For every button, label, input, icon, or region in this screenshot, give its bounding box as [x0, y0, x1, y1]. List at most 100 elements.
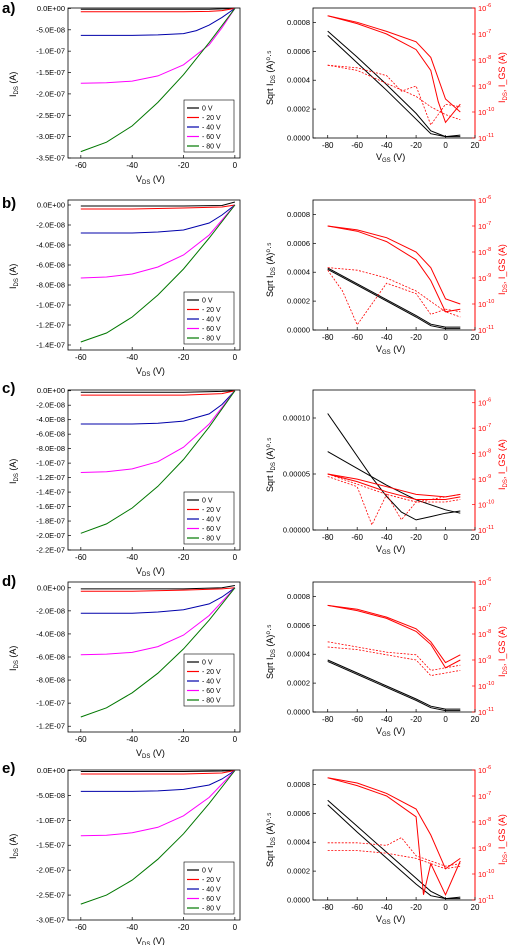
legend-entry: - 80 V	[202, 906, 221, 913]
y2-tick-label: 10-10	[478, 299, 494, 309]
legend-box	[183, 491, 235, 545]
x-tick-label: -40	[381, 333, 393, 342]
series-sqrt-rev	[327, 451, 461, 514]
y-tick-label: 0.0002	[287, 105, 310, 114]
x-axis-label: VDS (V)	[136, 748, 165, 760]
y-tick-label: -3.0E-07	[36, 132, 65, 141]
series-igs-rev	[327, 64, 461, 121]
y-tick-label: -6.0E-08	[36, 653, 65, 662]
y2-tick-label: 10-9	[478, 843, 491, 853]
y2-tick-label: 10-8	[478, 817, 491, 827]
series-ids-rev	[327, 225, 461, 305]
y-tick-label: 0.00005	[283, 470, 310, 479]
series-sqrt-rev	[327, 660, 461, 712]
y-axis-label: Sqrt IDS (A)⁰·⁵	[265, 50, 277, 105]
series-igs-rev	[327, 473, 461, 503]
y2-tick-label: 10-7	[478, 221, 491, 231]
y2-tick-label: 10-11	[478, 133, 494, 143]
x-tick-label: 0	[443, 333, 448, 342]
y2-tick-label: 10-9	[478, 273, 491, 283]
series-sqrt-fwd	[327, 659, 461, 710]
y2-axis-label: IDS, I_GS (A)	[497, 52, 509, 103]
x-tick-label: 20	[471, 533, 480, 542]
output-chart-d: 0.0E+00 -2.0E-08 -4.0E-08 -6.0E-08 -8.0E-08 -…	[8, 581, 241, 760]
x-axis-label: VGS (V)	[376, 152, 405, 164]
legend-entry: 0 V	[202, 298, 213, 305]
legend-entry: 0 V	[202, 106, 213, 113]
y-tick-label: -1.2E-07	[36, 321, 65, 330]
y-tick-label: -2.0E-07	[36, 89, 65, 98]
x-tick-label: -40	[126, 161, 138, 170]
y2-tick-label: 10-11	[478, 525, 494, 535]
y2-tick-label: 10-9	[478, 81, 491, 91]
legend-entry: - 80 V	[202, 536, 221, 543]
y-tick-label: -2.2E-07	[36, 546, 65, 555]
x-tick-label: -40	[381, 715, 393, 724]
y-tick-label: -8.0E-08	[36, 281, 65, 290]
series-line	[80, 390, 235, 393]
x-tick-label: -40	[126, 553, 138, 562]
y-tick-label: 0.00000	[283, 526, 310, 535]
series-sqrt-rev	[327, 35, 461, 138]
series-line	[80, 7, 235, 10]
series-line	[80, 587, 236, 718]
output-chart-c: 0.0E+00 -2.0E-08 -4.0E-08 -6.0E-08 -8.0E-08 -…	[8, 386, 241, 578]
legend-entry: - 40 V	[202, 125, 221, 132]
y2-tick-label: 10-7	[478, 791, 491, 801]
series-line	[80, 770, 236, 792]
y2-tick-label: 10-8	[478, 247, 491, 257]
x-tick-label: -40	[126, 735, 138, 744]
y-tick-label: 0.0E+00	[37, 583, 65, 592]
legend-entry: - 60 V	[202, 896, 221, 903]
legend-entry: - 40 V	[202, 679, 221, 686]
series-igs-fwd	[327, 269, 461, 326]
series-line	[80, 585, 235, 590]
series-line	[80, 390, 236, 425]
panel-label-a: a)	[2, 0, 16, 17]
x-tick-label: 0	[443, 533, 448, 542]
x-tick-label: 0	[233, 735, 238, 744]
series-sqrt-fwd	[327, 413, 461, 521]
y2-axis-label: IDS, I_GS (A)	[497, 439, 509, 490]
x-tick-label: -60	[75, 735, 87, 744]
y-tick-label: -1.0E-07	[36, 301, 65, 310]
y-tick-label: 0.0006	[287, 47, 310, 56]
y2-tick-label: 10-11	[478, 707, 494, 717]
x-tick-label: -80	[322, 533, 334, 542]
y2-tick-label: 10-9	[478, 655, 491, 665]
series-ids-rev	[327, 473, 461, 500]
series-line	[80, 204, 236, 343]
y-axis-label: Sqrt IDS (A)⁰·⁵	[265, 437, 277, 492]
series-line	[80, 770, 235, 772]
series-igs-rev	[327, 267, 461, 318]
y-tick-label: -1.6E-07	[36, 502, 65, 511]
y-tick-label: 0.0008	[287, 210, 310, 219]
y-tick-label: -2.0E-08	[36, 221, 65, 230]
y-tick-label: -5.0E-08	[36, 791, 65, 800]
x-tick-label: -60	[351, 333, 363, 342]
series-igs-fwd	[327, 837, 461, 867]
transfer-chart-c: 0.00000 0.00005 0.00010 10-11 10-10 10-9 10-8 1…	[265, 389, 509, 556]
x-axis-label: VGS (V)	[376, 726, 405, 738]
panel-label-d: d)	[2, 573, 17, 590]
legend-entry: - 20 V	[202, 507, 221, 514]
y-tick-label: 0.0004	[287, 838, 310, 847]
x-tick-label: -20	[178, 735, 190, 744]
y2-tick-label: 10-6	[478, 398, 491, 408]
y2-tick-label: 10-7	[478, 423, 491, 433]
transfer-chart-d: 0.0000 0.0002 0.0004 0.0006 0.0008 10-11 10-10…	[265, 577, 509, 738]
series-igs-fwd	[327, 641, 461, 671]
panel-label-b: b)	[2, 195, 17, 212]
legend-entry: - 60 V	[202, 526, 221, 533]
x-tick-label: -60	[351, 141, 363, 150]
y2-tick-label: 10-10	[478, 681, 494, 691]
transfer-chart-b: 0.0000 0.0002 0.0004 0.0006 0.0008 10-11 10-10…	[265, 195, 509, 356]
y-tick-label: 0.0008	[287, 780, 310, 789]
x-tick-label: -20	[178, 553, 190, 562]
output-chart-a: 0.0E+00 -5.0E-08 -1.0E-07 -1.5E-07 -2.0E-07 -…	[8, 4, 241, 186]
series-ids-fwd	[327, 777, 461, 897]
y-tick-label: -1.0E-07	[36, 816, 65, 825]
y-tick-label: -1.8E-07	[36, 517, 65, 526]
y2-tick-label: 10-10	[478, 869, 494, 879]
legend-entry: - 20 V	[202, 115, 221, 122]
